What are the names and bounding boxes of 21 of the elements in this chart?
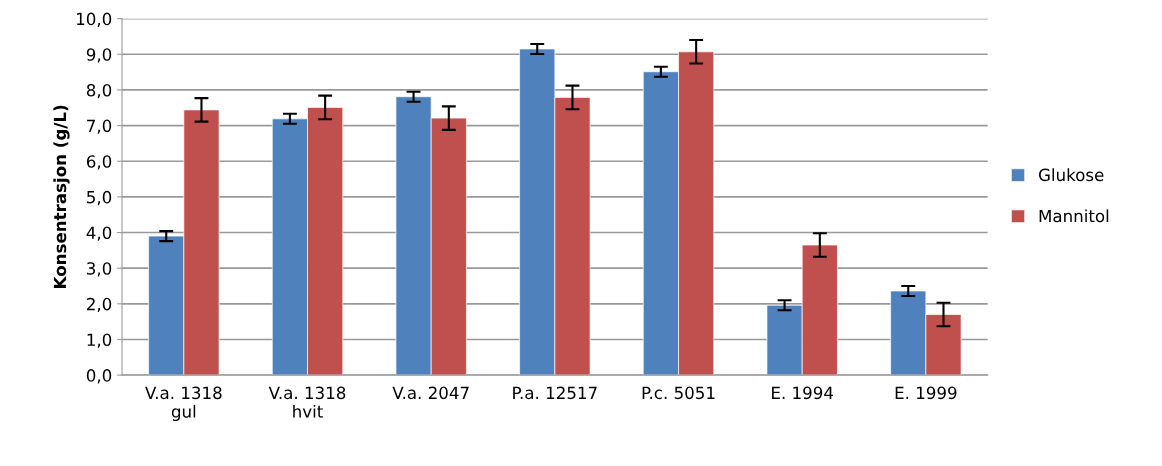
y-tick-label: 1,0 bbox=[87, 333, 112, 348]
legend-label: Mannitol bbox=[1039, 209, 1109, 223]
y-tick-label: 9,0 bbox=[86, 48, 112, 63]
y-tick-label: 3,0 bbox=[87, 262, 112, 277]
y-axis-title: Konsentrasjon (g/L) bbox=[53, 105, 70, 288]
x-tick-label: V.a. 1318 hvit bbox=[268, 386, 346, 418]
x-tick-label: V.a. 2047 bbox=[392, 386, 469, 400]
x-tick-label: P.c. 5051 bbox=[642, 386, 715, 400]
y-tick-label: 0,0 bbox=[86, 369, 112, 384]
y-tick-label: 5,0 bbox=[87, 190, 112, 206]
y-tick-label: 7,0 bbox=[87, 119, 112, 134]
y-tick-label: 8,0 bbox=[86, 83, 112, 99]
x-tick-label: E. 1994 bbox=[772, 386, 834, 400]
legend-label: Glukose bbox=[1038, 168, 1104, 182]
x-tick-label: V.a. 1318 gul bbox=[145, 386, 222, 422]
x-tick-label: P.a. 12517 bbox=[513, 386, 597, 400]
x-tick-label: E. 1999 bbox=[895, 386, 957, 400]
y-tick-label: 4,0 bbox=[86, 226, 112, 241]
y-tick-label: 6,0 bbox=[86, 155, 112, 170]
y-tick-label: 10,0 bbox=[77, 12, 112, 27]
y-tick-label: 2,0 bbox=[87, 297, 112, 313]
